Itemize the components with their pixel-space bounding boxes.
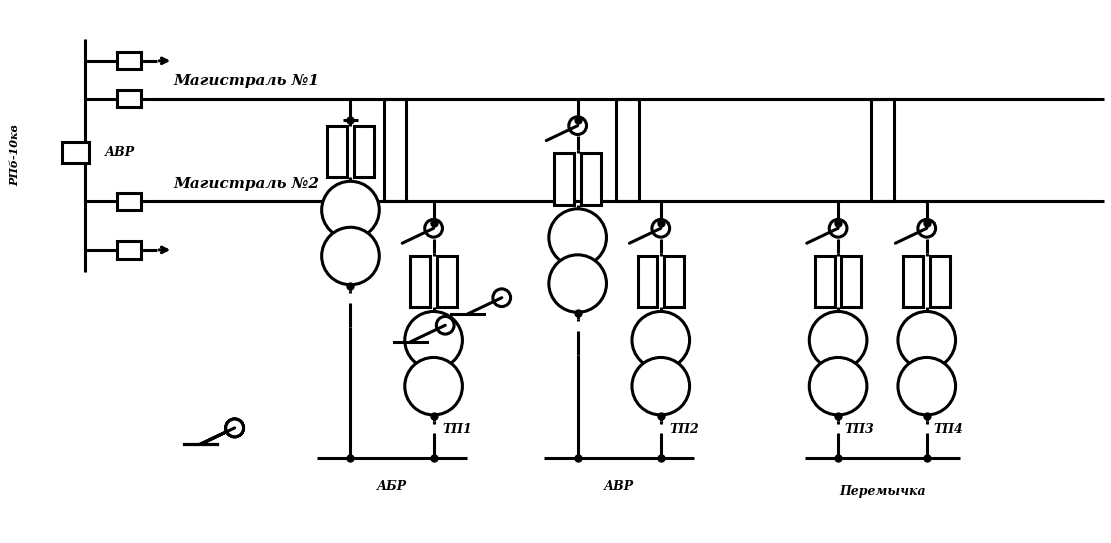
Ellipse shape xyxy=(898,312,955,369)
Ellipse shape xyxy=(918,219,935,237)
Ellipse shape xyxy=(493,289,511,307)
Text: ТП1: ТП1 xyxy=(442,424,472,437)
Ellipse shape xyxy=(652,219,670,237)
Bar xyxy=(117,193,141,210)
Ellipse shape xyxy=(226,419,243,437)
Text: РПб-10кв: РПб-10кв xyxy=(9,124,20,186)
Text: АВР: АВР xyxy=(604,480,634,493)
Bar xyxy=(117,90,141,108)
Text: ТП3: ТП3 xyxy=(844,424,874,437)
Bar xyxy=(554,153,574,205)
Ellipse shape xyxy=(898,357,955,415)
Ellipse shape xyxy=(404,357,462,415)
Text: АБР: АБР xyxy=(377,480,407,493)
Bar xyxy=(328,125,347,177)
Text: АВР: АВР xyxy=(104,146,134,159)
Text: Магистраль №2: Магистраль №2 xyxy=(173,177,319,191)
Ellipse shape xyxy=(809,312,867,369)
Bar xyxy=(814,256,834,307)
Ellipse shape xyxy=(549,209,607,266)
Ellipse shape xyxy=(437,317,454,334)
Bar xyxy=(353,125,373,177)
Ellipse shape xyxy=(809,357,867,415)
Text: ТП4: ТП4 xyxy=(933,424,963,437)
Text: Перемычка: Перемычка xyxy=(839,485,925,498)
Bar xyxy=(117,241,141,258)
Ellipse shape xyxy=(632,357,690,415)
Ellipse shape xyxy=(322,181,379,239)
Ellipse shape xyxy=(632,312,690,369)
Ellipse shape xyxy=(404,312,462,369)
Bar xyxy=(664,256,684,307)
Bar xyxy=(903,256,923,307)
Bar xyxy=(638,256,658,307)
Ellipse shape xyxy=(226,419,243,437)
Ellipse shape xyxy=(226,419,243,437)
Bar xyxy=(117,52,141,70)
Bar xyxy=(62,142,90,163)
Ellipse shape xyxy=(226,419,243,437)
Bar xyxy=(581,153,601,205)
Bar xyxy=(841,256,861,307)
Bar xyxy=(930,256,950,307)
Ellipse shape xyxy=(549,255,607,312)
Bar xyxy=(437,256,457,307)
Bar xyxy=(410,256,430,307)
Ellipse shape xyxy=(424,219,442,237)
Text: ТП2: ТП2 xyxy=(670,424,700,437)
Ellipse shape xyxy=(829,219,847,237)
Ellipse shape xyxy=(322,228,379,285)
Text: Магистраль №1: Магистраль №1 xyxy=(173,74,319,88)
Ellipse shape xyxy=(569,117,587,135)
